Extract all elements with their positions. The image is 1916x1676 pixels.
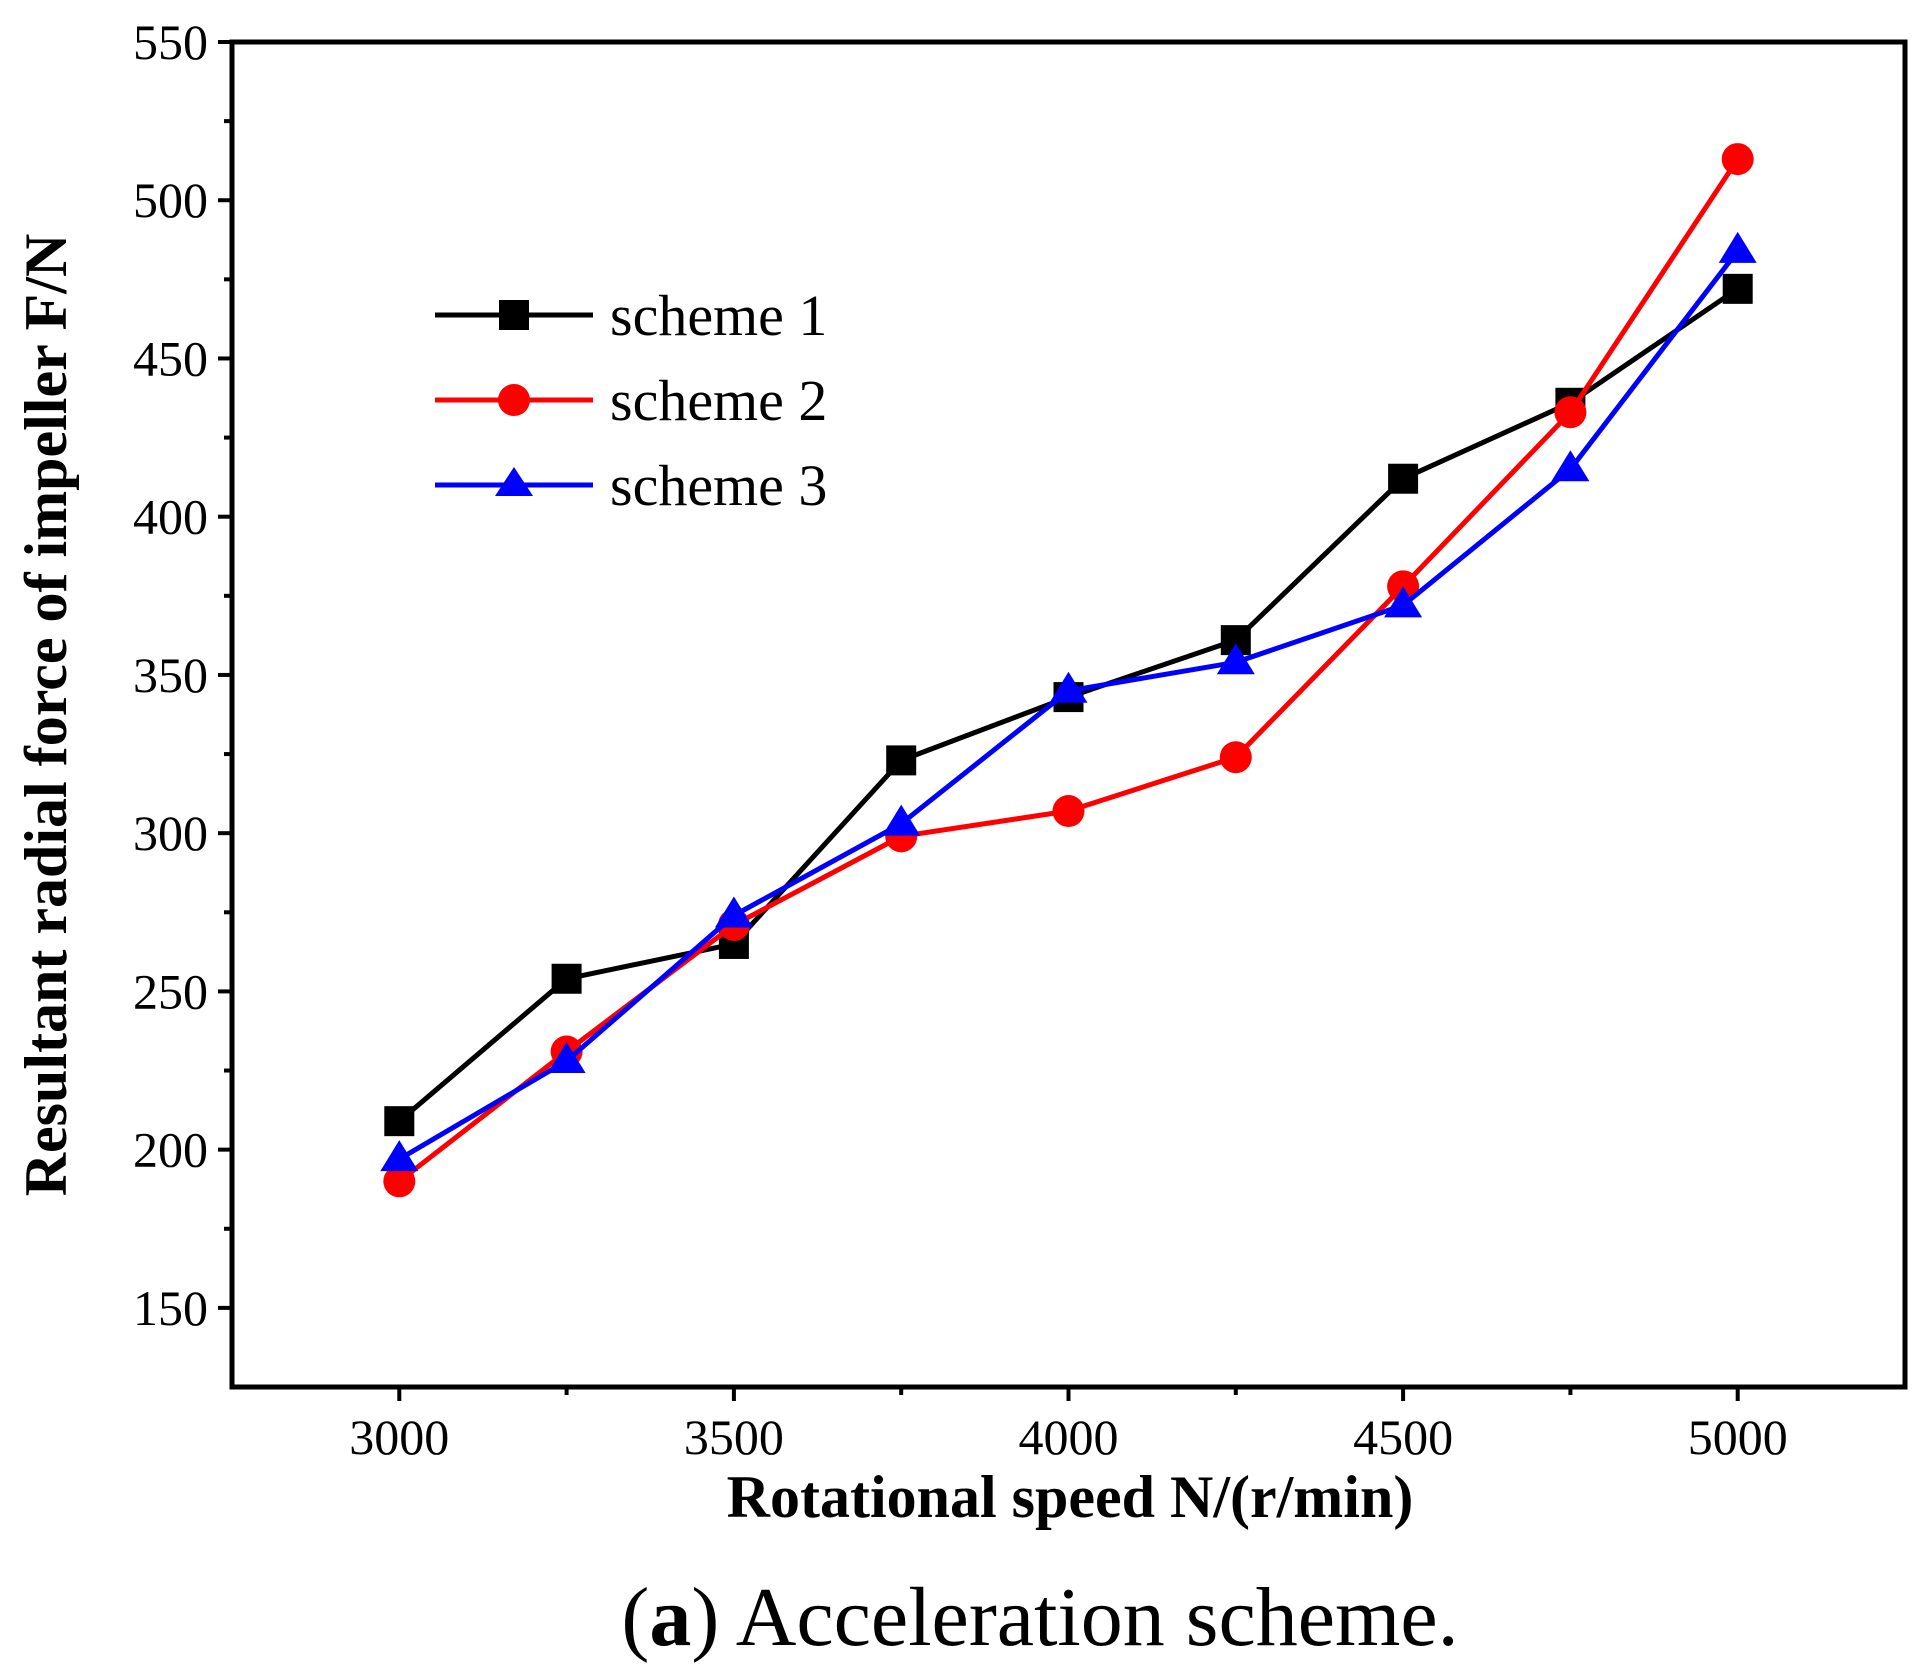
x-tick-label: 4500 (1353, 1409, 1453, 1465)
legend-marker-scheme-3 (495, 467, 533, 496)
caption-text: Acceleration scheme. (736, 1571, 1459, 1664)
data-point-scheme-3 (882, 804, 921, 836)
caption-open-paren: ( (621, 1571, 649, 1664)
x-axis-title: Rotational speed N/(r/min) (727, 1464, 1414, 1530)
legend-marker-scheme-2 (498, 384, 530, 416)
data-point-scheme-2 (1554, 396, 1587, 429)
y-tick-label: 550 (133, 14, 208, 70)
data-point-scheme-3 (1384, 586, 1423, 618)
y-tick-label: 150 (133, 1280, 208, 1336)
axes-layer: 150 200 250 300 350 400 450 500 550 3000 3500 4000 4… (133, 14, 1908, 1465)
y-tick-label: 350 (133, 647, 208, 703)
data-point-scheme-1 (1388, 463, 1419, 494)
y-tick-label: 250 (133, 963, 208, 1019)
data-point-scheme-3 (380, 1140, 419, 1172)
x-tick-label: 3000 (349, 1409, 449, 1465)
data-point-scheme-3 (1216, 643, 1255, 675)
data-point-scheme-3 (714, 896, 753, 928)
legend-marker-scheme-1 (499, 300, 529, 330)
plot-frame (229, 39, 1908, 1390)
y-tick-label: 200 (133, 1122, 208, 1178)
y-tick-label: 300 (133, 805, 208, 861)
series-layer (380, 143, 1757, 1198)
data-point-scheme-2 (1052, 795, 1085, 828)
caption-close-paren: ) (691, 1571, 735, 1664)
data-point-scheme-3 (547, 1042, 586, 1074)
y-tick-label: 500 (133, 172, 208, 228)
series-scheme-1 (384, 273, 1753, 1137)
x-tick-label: 4000 (1019, 1409, 1119, 1465)
data-point-scheme-1 (886, 745, 917, 776)
y-tick-label: 400 (133, 489, 208, 545)
legend: scheme 1 scheme 2 scheme 3 (435, 283, 827, 518)
data-point-scheme-2 (1219, 741, 1252, 774)
legend-label-scheme-2: scheme 2 (610, 368, 827, 433)
x-tick-label: 3500 (684, 1409, 784, 1465)
series-line-scheme-2 (397, 157, 1740, 1184)
data-point-scheme-2 (1721, 143, 1754, 176)
caption-tag: a (649, 1571, 691, 1664)
y-axis-title-group: Resultant radial force of impeller F/N (13, 234, 79, 1197)
data-point-scheme-1 (384, 1106, 415, 1137)
data-point-scheme-3 (1718, 231, 1757, 263)
y-axis-title: Resultant radial force of impeller F/N (13, 234, 79, 1197)
legend-label-scheme-1: scheme 1 (610, 283, 827, 348)
series-scheme-3 (380, 231, 1757, 1172)
data-point-scheme-1 (1722, 273, 1753, 304)
x-tick-label: 5000 (1688, 1409, 1788, 1465)
figure-caption: (a) Acceleration scheme. (621, 1571, 1458, 1664)
data-point-scheme-2 (383, 1165, 416, 1198)
y-tick-label: 450 (133, 330, 208, 386)
data-point-scheme-3 (1049, 671, 1088, 703)
data-point-scheme-3 (1551, 450, 1590, 482)
legend-label-scheme-3: scheme 3 (610, 453, 827, 518)
data-point-scheme-1 (551, 963, 582, 994)
